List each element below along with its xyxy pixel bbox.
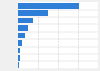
Bar xyxy=(18,62,19,68)
Bar xyxy=(18,33,25,38)
Bar xyxy=(18,25,28,31)
Bar xyxy=(18,18,33,23)
Bar xyxy=(18,55,20,60)
Bar xyxy=(18,10,48,16)
Bar xyxy=(18,3,79,9)
Bar xyxy=(18,48,20,53)
Bar xyxy=(18,40,22,46)
